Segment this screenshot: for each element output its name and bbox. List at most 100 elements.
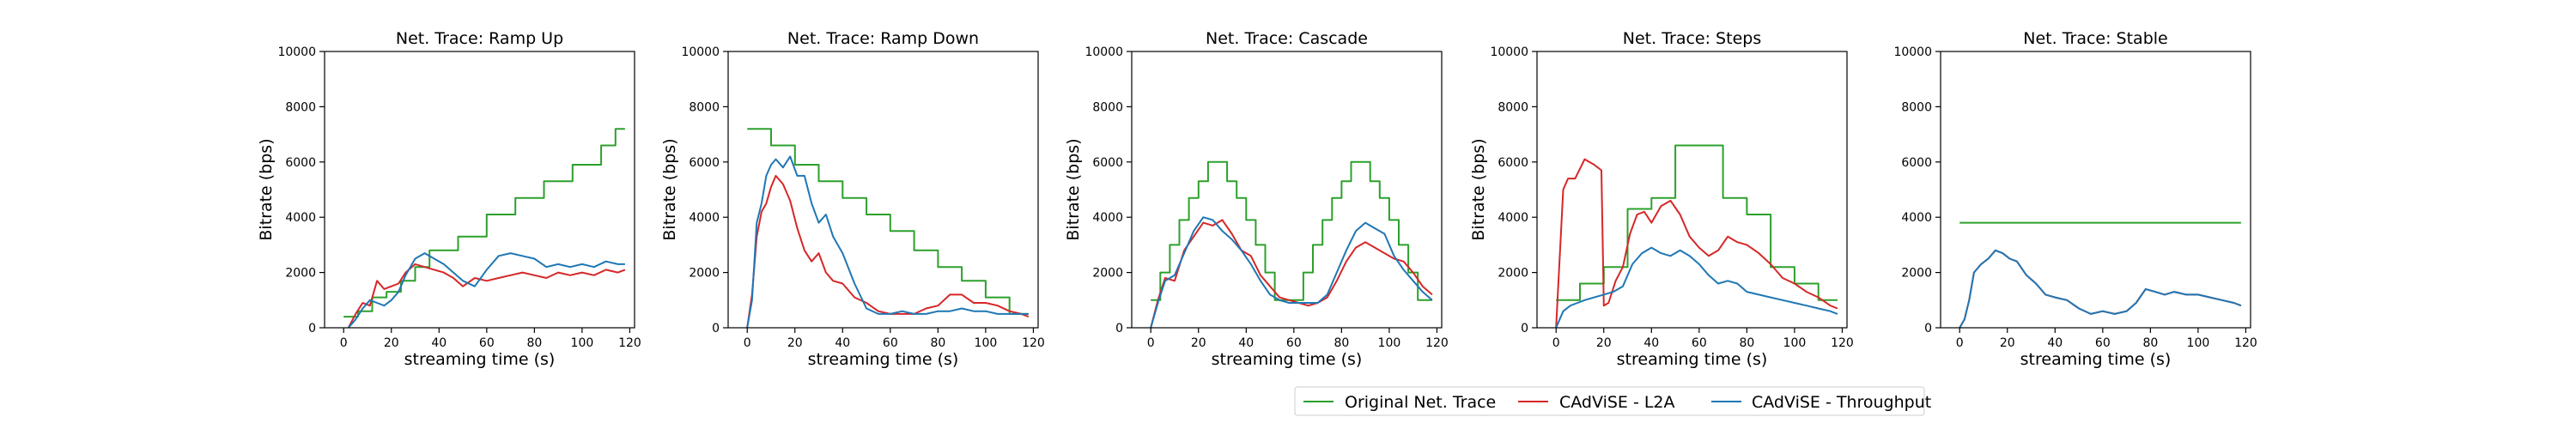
y-tick-label: 6000 bbox=[1901, 156, 1932, 170]
x-tick-label: 0 bbox=[340, 336, 348, 350]
y-tick-label: 0 bbox=[712, 322, 720, 335]
chart-title: Net. Trace: Steps bbox=[1623, 29, 1761, 48]
series-line-cadvise-throughput bbox=[1555, 246, 1838, 329]
x-tick-label: 80 bbox=[1334, 336, 1349, 350]
y-tick-label: 6000 bbox=[1498, 156, 1528, 170]
y-tick-label: 2000 bbox=[689, 267, 720, 281]
x-tick-label: 0 bbox=[1552, 336, 1560, 350]
chart-stable: Net. Trace: Stable streaming time (s) 0 2… bbox=[1893, 29, 2257, 369]
x-tick-label: 80 bbox=[930, 336, 945, 350]
y-tick-label: 8000 bbox=[1498, 100, 1528, 114]
x-tick-label: 100 bbox=[975, 336, 998, 350]
x-tick-label: 80 bbox=[526, 336, 542, 350]
series-line-cadvise-l2a bbox=[746, 174, 1030, 329]
x-tick-label: 40 bbox=[1238, 336, 1254, 350]
x-tick-label: 80 bbox=[2142, 336, 2158, 350]
series-line-cadvise-l2a bbox=[1555, 158, 1838, 329]
x-tick-label: 40 bbox=[2047, 336, 2063, 350]
chart-cascade: Net. Trace: Cascade streaming time (s) B… bbox=[1064, 29, 1449, 369]
x-tick-label: 20 bbox=[2000, 336, 2015, 350]
y-axis-label: Bitrate (bps) bbox=[660, 138, 679, 240]
y-tick-label: 10000 bbox=[681, 45, 720, 59]
legend-entry-original-trace: Original Net. Trace bbox=[1303, 393, 1496, 412]
y-tick-label: 4000 bbox=[689, 211, 720, 225]
y-tick-label: 4000 bbox=[1092, 211, 1123, 225]
y-tick-label: 2000 bbox=[1901, 267, 1932, 281]
plot-frame bbox=[324, 51, 635, 329]
x-tick-label: 60 bbox=[883, 336, 898, 350]
legend-box bbox=[1294, 386, 1925, 416]
y-axis-label: Bitrate (bps) bbox=[1469, 138, 1488, 240]
series-line-cadvise-throughput bbox=[1150, 216, 1433, 329]
y-tick-label: 0 bbox=[308, 322, 316, 335]
y-tick-label: 8000 bbox=[1901, 100, 1932, 114]
x-tick-label: 120 bbox=[1022, 336, 1045, 350]
y-tick-label: 10000 bbox=[1084, 45, 1123, 59]
x-tick-label: 120 bbox=[618, 336, 641, 350]
y-tick-label: 6000 bbox=[1092, 156, 1123, 170]
chart-title: Net. Trace: Cascade bbox=[1206, 29, 1368, 48]
y-tick-label: 2000 bbox=[1092, 267, 1123, 281]
legend-entry-throughput: CAdViSE - Throughput bbox=[1711, 393, 1931, 412]
y-tick-label: 2000 bbox=[1498, 267, 1528, 281]
y-tick-label: 0 bbox=[1521, 322, 1528, 335]
x-tick-label: 100 bbox=[1783, 336, 1807, 350]
y-axis-label: Bitrate (bps) bbox=[257, 138, 276, 240]
x-tick-label: 120 bbox=[1425, 336, 1449, 350]
x-axis-label: streaming time (s) bbox=[808, 350, 959, 369]
plot-frame bbox=[1536, 51, 1848, 329]
y-tick-label: 10000 bbox=[1893, 45, 1932, 59]
series-line-cadvise-throughput bbox=[348, 252, 625, 329]
y-tick-label: 4000 bbox=[285, 211, 316, 225]
legend-entry-l2a: CAdViSE - L2A bbox=[1518, 393, 1675, 412]
series-line-cadvise-l2a bbox=[347, 263, 626, 329]
series-line-original-net-trace bbox=[343, 128, 625, 318]
x-axis-label: streaming time (s) bbox=[2020, 350, 2172, 369]
x-axis-label: streaming time (s) bbox=[1617, 350, 1768, 369]
chart-title: Net. Trace: Stable bbox=[2023, 29, 2167, 48]
plot-frame bbox=[1131, 51, 1443, 329]
x-tick-label: 60 bbox=[1692, 336, 1707, 350]
chart-steps: Net. Trace: Steps streaming time (s) Bit… bbox=[1469, 29, 1854, 369]
x-tick-label: 40 bbox=[1643, 336, 1659, 350]
plot-lines bbox=[1555, 144, 1838, 329]
plot-frame bbox=[1940, 51, 2251, 329]
x-tick-label: 120 bbox=[2234, 336, 2257, 350]
x-tick-label: 120 bbox=[1831, 336, 1854, 350]
y-tick-label: 8000 bbox=[285, 100, 316, 114]
x-tick-label: 60 bbox=[479, 336, 495, 350]
axis-ticks: 0 20 40 60 80 100 120 0 2000 4000 6000 8000 10000 bbox=[681, 45, 1044, 350]
x-tick-label: 20 bbox=[384, 336, 399, 350]
legend-label: CAdViSE - Throughput bbox=[1752, 393, 1931, 412]
x-tick-label: 20 bbox=[787, 336, 803, 350]
y-axis-label: Bitrate (bps) bbox=[1064, 138, 1083, 240]
x-tick-label: 40 bbox=[835, 336, 850, 350]
y-tick-label: 6000 bbox=[285, 156, 316, 170]
x-tick-label: 100 bbox=[2187, 336, 2210, 350]
legend: Original Net. Trace CAdViSE - L2A CAdViS… bbox=[1294, 386, 1931, 416]
axis-ticks: 0 20 40 60 80 100 120 0 2000 4000 6000 8000 10000 bbox=[1084, 45, 1448, 350]
x-tick-label: 60 bbox=[2095, 336, 2111, 350]
y-tick-label: 6000 bbox=[689, 156, 720, 170]
legend-label: CAdViSE - L2A bbox=[1559, 393, 1675, 412]
series-line-cadvise-throughput bbox=[746, 155, 1029, 329]
chart-ramp-up: Net. Trace: Ramp Up streaming time (s) B… bbox=[257, 29, 641, 369]
y-tick-label: 10000 bbox=[1490, 45, 1528, 59]
plot-frame bbox=[727, 51, 1039, 329]
x-tick-label: 100 bbox=[1378, 336, 1401, 350]
y-tick-label: 4000 bbox=[1498, 211, 1528, 225]
plot-lines bbox=[1150, 160, 1433, 329]
y-tick-label: 10000 bbox=[277, 45, 316, 59]
x-axis-label: streaming time (s) bbox=[404, 350, 556, 369]
x-tick-label: 20 bbox=[1596, 336, 1612, 350]
y-tick-label: 0 bbox=[1115, 322, 1123, 335]
plot-lines bbox=[746, 128, 1030, 329]
y-tick-label: 8000 bbox=[689, 100, 720, 114]
series-line-cadvise-throughput bbox=[1959, 249, 2242, 329]
plot-lines bbox=[1959, 221, 2242, 329]
x-tick-label: 40 bbox=[431, 336, 447, 350]
y-tick-label: 0 bbox=[1924, 322, 1932, 335]
series-line-original-net-trace bbox=[747, 128, 1029, 315]
axis-ticks: 0 20 40 60 80 100 120 0 2000 4000 6000 8000 10000 bbox=[1893, 45, 2257, 350]
